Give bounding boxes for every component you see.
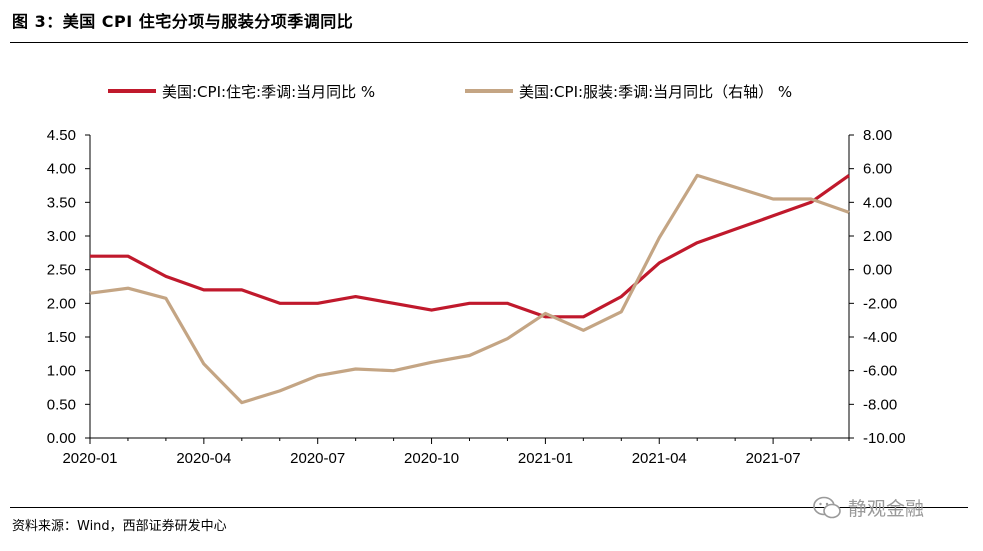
x-tick-label: 2020-07 [290,450,345,467]
y-left-tick-label: 1.00 [47,363,76,380]
y-right-tick-label: -6.00 [863,363,897,380]
y-right-tick-label: -4.00 [863,329,897,346]
x-tick-label: 2021-01 [518,450,573,467]
y-left-tick-label: 4.50 [47,127,76,144]
figure-title: 图 3：美国 CPI 住宅分项与服装分项季调同比 [12,12,354,31]
y-left-tick-label: 2.00 [47,295,76,312]
y-right-tick-label: 6.00 [863,161,892,178]
y-right-tick-label: -8.00 [863,396,897,413]
y-left-tick-label: 0.50 [47,396,76,413]
watermark-text: 静观金融 [848,498,925,520]
apparel-series-line [89,173,850,405]
y-right-tick-label: -10.00 [863,430,906,447]
x-tick-label: 2020-01 [62,450,117,467]
y-left-tick-label: 3.50 [47,194,76,211]
x-tick-label: 2020-10 [404,450,459,467]
y-left-tick-label: 1.50 [47,329,76,346]
source-note: 资料来源：Wind，西部证券研发中心 [12,519,227,534]
series-lines [89,173,850,405]
y-right-tick-label: -2.00 [863,295,897,312]
y-right-tick-label: 0.00 [863,262,892,279]
bottom-divider [10,507,968,508]
y-right-tick-label: 2.00 [863,228,892,245]
y-right-tick-label: 8.00 [863,127,892,144]
x-tick-label: 2020-04 [176,450,231,467]
y-left-tick-label: 0.00 [47,430,76,447]
top-divider [10,42,968,43]
legend-label-1: 美国:CPI:服装:季调:当月同比（右轴） % [519,83,792,101]
y-left-tick-label: 4.00 [47,161,76,178]
y-left-tick-label: 2.50 [47,262,76,279]
legend-label-0: 美国:CPI:住宅:季调:当月同比 % [162,83,375,101]
y-left-tick-label: 3.00 [47,228,76,245]
x-tick-label: 2021-07 [746,450,801,467]
watermark: 静观金融 [812,494,924,521]
legend: 美国:CPI:住宅:季调:当月同比 % 美国:CPI:服装:季调:当月同比（右轴）… [108,83,792,101]
wechat-icon [813,496,841,518]
housing-series-line [90,174,850,319]
x-tick-label: 2021-04 [632,450,687,467]
y-right-tick-label: 4.00 [863,194,892,211]
axes: 0.00 0.50 1.00 1.50 2.00 2.50 3.00 3.50 4.00 4.50… [47,127,906,467]
